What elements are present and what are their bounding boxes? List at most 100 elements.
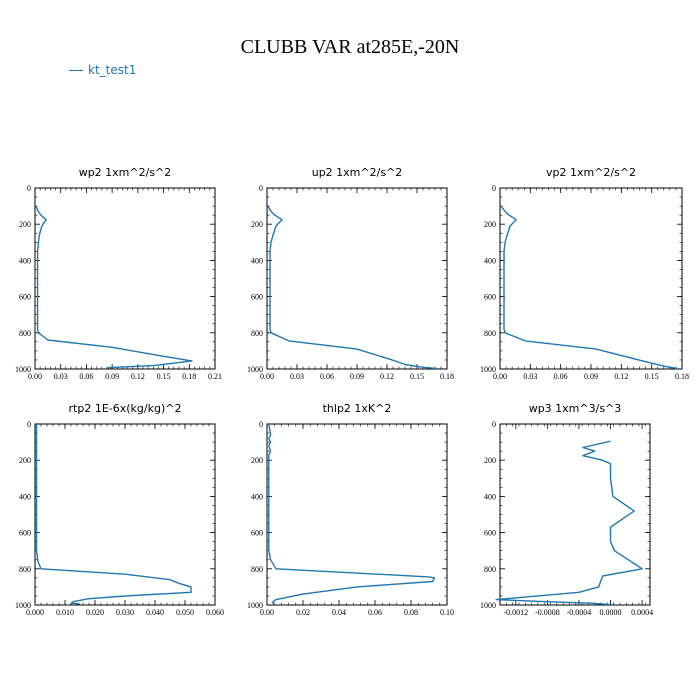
x-tick-label: -0.0004	[567, 608, 592, 617]
y-tick-label: 600	[251, 529, 263, 538]
series-line	[495, 440, 643, 606]
y-tick-label: 400	[19, 256, 31, 265]
subplot-title: up2 1xm^2/s^2	[312, 166, 403, 179]
x-tick-label: 0.18	[182, 372, 196, 381]
x-tick-label: 0.06	[368, 608, 382, 617]
x-tick-label: 0.040	[146, 608, 164, 617]
y-tick-label: 800	[251, 329, 263, 338]
x-tick-label: 0.0000	[600, 608, 622, 617]
x-tick-label: 0.10	[440, 608, 454, 617]
plot-frame	[499, 423, 651, 606]
y-tick-label: 0	[492, 420, 496, 429]
x-tick-label: 0.03	[290, 372, 304, 381]
x-tick-label: 0.020	[86, 608, 104, 617]
subplot-4: rtp2 1E-6x(kg/kg)^2 0.000 0.010 0.020 0.030 0…	[15, 402, 224, 617]
x-tick-label: 0.030	[116, 608, 134, 617]
y-tick-label: 200	[19, 456, 31, 465]
x-tick-label: 0.06	[554, 372, 568, 381]
subplot-5: thlp2 1xK^2 0.00 0.02 0.04 0.06 0.08 0.10 0 200 4…	[247, 402, 454, 617]
y-tick-label: 400	[251, 256, 263, 265]
legend: kt_test1	[69, 62, 136, 78]
series-line	[268, 423, 436, 605]
plot-frame	[266, 423, 448, 606]
y-tick-label: 0	[27, 184, 31, 193]
y-tick-label: 600	[484, 293, 496, 302]
x-tick-label: 0.00	[493, 372, 507, 381]
y-tick-label: 400	[484, 492, 496, 501]
x-tick-label: 0.06	[320, 372, 334, 381]
x-tick-label: 0.15	[410, 372, 424, 381]
y-tick-label: 0	[259, 420, 263, 429]
x-tick-label: 0.010	[56, 608, 74, 617]
legend-label: kt_test1	[88, 63, 137, 77]
y-tick-label: 800	[251, 565, 263, 574]
y-tick-label: 200	[251, 220, 263, 229]
y-tick-label: 600	[484, 529, 496, 538]
subplot-title: wp2 1xm^2/s^2	[79, 166, 172, 179]
series-line	[35, 205, 193, 369]
x-tick-label: 0.09	[350, 372, 364, 381]
y-tick-label: 1000	[15, 365, 31, 374]
subplot-2: up2 1xm^2/s^2 0.00 0.03 0.06 0.09 0.12 0.15 0.1…	[247, 166, 454, 381]
figure-title: CLUBB VAR at285E,-20N	[240, 36, 460, 58]
x-tick-label: 0.15	[645, 372, 659, 381]
y-tick-label: 0	[259, 184, 263, 193]
y-tick-label: 0	[492, 184, 496, 193]
subplot-title: thlp2 1xK^2	[323, 402, 392, 415]
subplot-title: rtp2 1E-6x(kg/kg)^2	[69, 402, 182, 415]
y-tick-label: 1000	[480, 601, 496, 610]
y-tick-label: 200	[19, 220, 31, 229]
subplot-3: vp2 1xm^2/s^2 0.00 0.03 0.06 0.09 0.12 0.15 0.1…	[480, 166, 689, 381]
plot-frame	[34, 423, 216, 606]
x-tick-label: -0.0012	[503, 608, 528, 617]
y-tick-label: 1000	[15, 601, 31, 610]
x-tick-label: 0.050	[176, 608, 194, 617]
x-tick-label: 0.09	[105, 372, 119, 381]
y-tick-label: 200	[484, 456, 496, 465]
y-tick-label: 1000	[247, 601, 263, 610]
y-tick-label: 800	[19, 565, 31, 574]
y-tick-label: 600	[251, 293, 263, 302]
y-tick-label: 800	[484, 329, 496, 338]
y-tick-label: 800	[484, 565, 496, 574]
y-tick-label: 400	[19, 492, 31, 501]
x-tick-label: 0.06	[79, 372, 93, 381]
series-line	[500, 205, 678, 370]
x-tick-label: -0.0008	[535, 608, 560, 617]
x-tick-label: 0.12	[131, 372, 145, 381]
y-tick-label: 200	[251, 456, 263, 465]
x-tick-label: 0.03	[523, 372, 537, 381]
x-tick-label: 0.02	[296, 608, 310, 617]
subplot-title: wp3 1xm^3/s^3	[529, 402, 622, 415]
x-tick-label: 0.04	[332, 608, 346, 617]
y-tick-label: 600	[19, 529, 31, 538]
x-tick-label: 0.03	[54, 372, 68, 381]
y-tick-label: 400	[484, 256, 496, 265]
y-tick-label: 1000	[247, 365, 263, 374]
series-line	[35, 424, 192, 605]
y-tick-label: 600	[19, 293, 31, 302]
x-tick-label: 0.15	[157, 372, 171, 381]
x-tick-label: 0.09	[584, 372, 598, 381]
series-line	[267, 205, 438, 370]
x-tick-label: 0.18	[440, 372, 454, 381]
x-tick-label: 0.12	[380, 372, 394, 381]
y-tick-label: 1000	[480, 365, 496, 374]
x-tick-label: 0.12	[614, 372, 628, 381]
x-tick-label: 0.00	[260, 372, 274, 381]
x-tick-label: 0.00	[28, 372, 42, 381]
x-tick-label: 0.18	[675, 372, 689, 381]
x-tick-label: 0.060	[206, 608, 224, 617]
plot-frame	[499, 187, 683, 370]
x-tick-label: 0.00	[260, 608, 274, 617]
x-tick-label: 0.08	[404, 608, 418, 617]
x-tick-label: 0.0004	[631, 608, 653, 617]
y-tick-label: 0	[27, 420, 31, 429]
y-tick-label: 400	[251, 492, 263, 501]
subplot-1: wp2 1xm^2/s^2 0.00 0.03 0.06 0.09 0.12 0.15 0.1…	[15, 166, 222, 381]
x-tick-label: 0.000	[26, 608, 44, 617]
x-tick-label: 0.21	[208, 372, 222, 381]
subplot-title: vp2 1xm^2/s^2	[546, 166, 636, 179]
y-tick-label: 200	[484, 220, 496, 229]
